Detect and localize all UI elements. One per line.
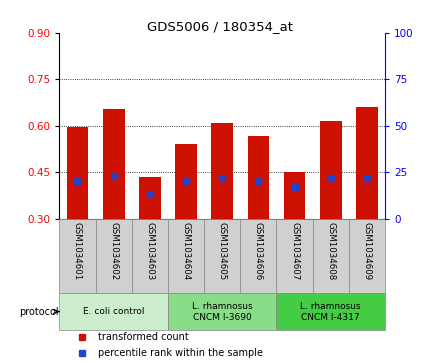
Text: GSM1034607: GSM1034607 xyxy=(290,222,299,281)
Bar xyxy=(356,107,378,219)
Text: E. coli control: E. coli control xyxy=(83,307,144,316)
Bar xyxy=(276,293,385,330)
Text: transformed count: transformed count xyxy=(99,331,189,342)
Text: percentile rank within the sample: percentile rank within the sample xyxy=(99,348,264,358)
Bar xyxy=(66,127,88,219)
Text: protocol: protocol xyxy=(19,307,59,317)
Bar xyxy=(95,219,132,293)
Bar xyxy=(103,109,125,219)
Bar xyxy=(139,177,161,219)
Text: L. rhamnosus
CNCM I-4317: L. rhamnosus CNCM I-4317 xyxy=(301,302,361,322)
Bar xyxy=(59,293,168,330)
Text: GSM1034603: GSM1034603 xyxy=(145,222,154,281)
Text: L. rhamnosus
CNCM I-3690: L. rhamnosus CNCM I-3690 xyxy=(192,302,253,322)
Text: GSM1034608: GSM1034608 xyxy=(326,222,335,281)
Bar xyxy=(313,219,349,293)
Text: GSM1034601: GSM1034601 xyxy=(73,222,82,281)
Text: GSM1034602: GSM1034602 xyxy=(109,222,118,281)
Bar xyxy=(204,219,240,293)
Text: GDS5006 / 180354_at: GDS5006 / 180354_at xyxy=(147,20,293,33)
Bar xyxy=(168,293,276,330)
Text: GSM1034609: GSM1034609 xyxy=(363,222,371,281)
Text: GSM1034606: GSM1034606 xyxy=(254,222,263,281)
Bar xyxy=(248,136,269,219)
Bar xyxy=(132,219,168,293)
Bar xyxy=(211,123,233,219)
Bar xyxy=(320,121,341,219)
Bar xyxy=(240,219,276,293)
Bar xyxy=(284,172,305,219)
Bar xyxy=(175,144,197,219)
Text: GSM1034605: GSM1034605 xyxy=(218,222,227,281)
Bar xyxy=(349,219,385,293)
Bar xyxy=(276,219,313,293)
Bar xyxy=(168,219,204,293)
Bar xyxy=(59,219,95,293)
Text: GSM1034604: GSM1034604 xyxy=(182,222,191,281)
